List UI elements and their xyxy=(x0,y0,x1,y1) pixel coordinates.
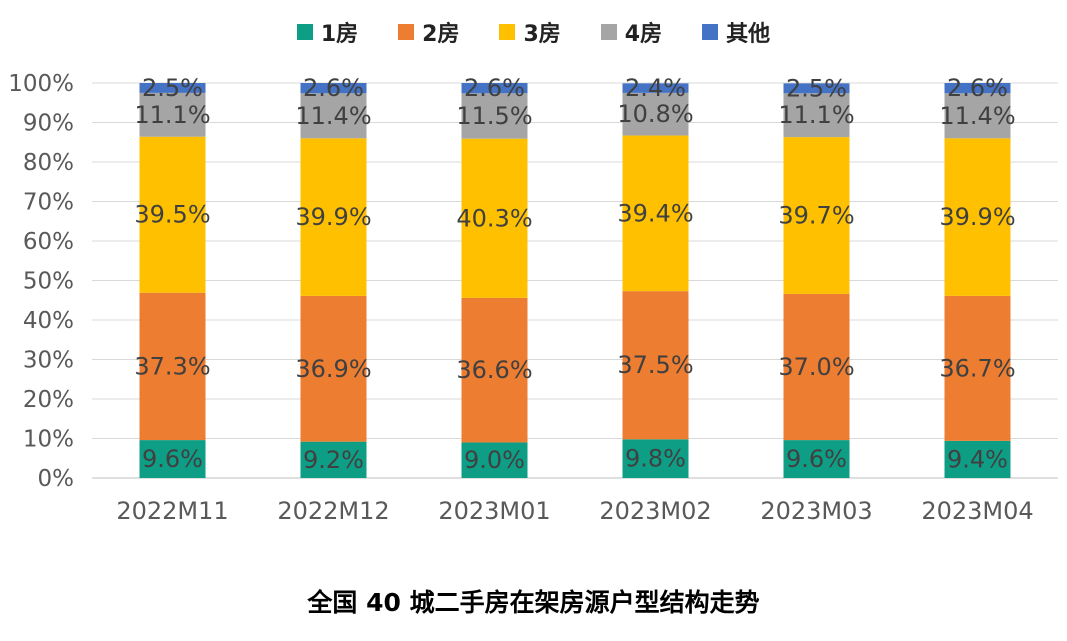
y-tick-label: 0% xyxy=(38,466,75,492)
bar-segment xyxy=(622,92,689,136)
bar-segment xyxy=(783,93,850,138)
bar-segment xyxy=(783,137,850,294)
bar-segment xyxy=(300,441,367,478)
bar-segment xyxy=(300,138,367,296)
legend-label: 1房 xyxy=(320,22,359,47)
bar-segment xyxy=(461,93,528,139)
bar-segment xyxy=(783,293,850,441)
data-label: 2.6% xyxy=(464,74,525,102)
data-label: 39.9% xyxy=(295,203,371,231)
y-tick-label: 70% xyxy=(23,190,74,216)
y-tick-label: 40% xyxy=(23,308,74,334)
y-tick-label: 10% xyxy=(23,427,74,453)
y-tick-label: 30% xyxy=(23,348,74,374)
x-tick-label: 2023M01 xyxy=(438,497,550,525)
bar-segment xyxy=(944,93,1011,139)
bar-segment xyxy=(622,439,689,478)
data-label: 9.8% xyxy=(625,445,686,473)
data-label: 11.4% xyxy=(295,102,371,130)
data-label: 36.9% xyxy=(295,355,371,383)
data-label: 10.8% xyxy=(617,100,693,128)
chart-legend: 1房 2房 3房 4房 其他 xyxy=(0,16,1067,48)
legend-item: 3房 xyxy=(499,16,561,48)
y-tick-label: 60% xyxy=(23,229,74,255)
bar-segment xyxy=(783,440,850,478)
bar-segment xyxy=(622,83,689,93)
data-label: 2.6% xyxy=(303,74,364,102)
bar-segment xyxy=(461,297,528,443)
bar-segment xyxy=(944,295,1011,441)
y-tick-label: 90% xyxy=(23,111,74,137)
data-label: 11.1% xyxy=(778,101,854,129)
data-label: 9.6% xyxy=(142,445,203,473)
bar-segment xyxy=(944,83,1011,94)
bar-segment xyxy=(300,295,367,442)
data-label: 39.5% xyxy=(134,201,210,229)
data-label: 9.4% xyxy=(947,445,1008,473)
bar-segment xyxy=(139,136,206,293)
x-tick-label: 2023M03 xyxy=(760,497,872,525)
y-tick-label: 100% xyxy=(8,71,74,97)
bar-segment xyxy=(139,292,206,441)
bar-segment xyxy=(300,93,367,139)
data-label: 9.6% xyxy=(786,445,847,473)
data-label: 36.6% xyxy=(456,356,532,384)
y-tick-label: 80% xyxy=(23,150,74,176)
legend-label: 3房 xyxy=(523,22,561,47)
bar-segment xyxy=(622,291,689,440)
data-label: 11.1% xyxy=(134,101,210,129)
legend-label: 其他 xyxy=(726,22,771,47)
legend-label: 2房 xyxy=(422,22,460,47)
bar-segment xyxy=(300,83,367,94)
legend-item: 4房 xyxy=(600,16,663,48)
data-label: 11.4% xyxy=(939,102,1015,130)
legend-swatch xyxy=(702,24,719,40)
data-label: 2.4% xyxy=(625,74,686,102)
data-label: 36.7% xyxy=(939,354,1015,382)
x-tick-label: 2022M11 xyxy=(116,497,228,525)
data-label: 39.7% xyxy=(778,202,854,230)
bar-segment xyxy=(461,442,528,478)
data-label: 11.5% xyxy=(456,102,532,130)
stacked-bar-chart: 0% 10% 20% 30% 40% 50% 60% 70% 80% 90% 100% 9.6% 37.… xyxy=(8,71,1058,525)
legend-swatch xyxy=(499,24,516,40)
data-label: 40.3% xyxy=(456,204,532,232)
bar-segment xyxy=(461,83,528,94)
bar-segment xyxy=(944,440,1011,478)
bar-segment xyxy=(461,138,528,298)
data-label: 2.5% xyxy=(786,74,847,102)
bar-segment xyxy=(944,138,1011,296)
data-label: 2.6% xyxy=(947,74,1008,102)
bar-segment xyxy=(139,83,206,93)
y-tick-label: 20% xyxy=(23,387,74,413)
x-tick-label: 2023M04 xyxy=(921,497,1033,525)
bar-segment xyxy=(622,135,689,292)
legend-item: 1房 xyxy=(296,16,359,48)
bar-segment xyxy=(783,83,850,94)
data-label: 37.0% xyxy=(778,353,854,381)
data-label: 39.4% xyxy=(617,199,693,227)
data-label: 9.0% xyxy=(464,446,525,474)
data-label: 39.9% xyxy=(939,203,1015,231)
y-tick-label: 50% xyxy=(23,269,74,295)
legend-swatch xyxy=(600,24,617,40)
legend-label: 4房 xyxy=(624,22,663,47)
data-label: 37.5% xyxy=(617,351,693,379)
bar-segment xyxy=(139,92,206,137)
data-label: 9.2% xyxy=(303,446,364,474)
legend-swatch xyxy=(296,24,313,40)
chart-title: 全国 40 城二手房在架房源户型结构走势 xyxy=(307,588,760,617)
bar-segment xyxy=(139,440,206,478)
data-label: 2.5% xyxy=(142,74,203,102)
data-label: 37.3% xyxy=(134,352,210,380)
x-tick-label: 2023M02 xyxy=(599,497,711,525)
legend-swatch xyxy=(398,24,415,40)
legend-item: 2房 xyxy=(398,16,459,48)
legend-item: 其他 xyxy=(702,16,770,48)
x-tick-label: 2022M12 xyxy=(277,497,389,525)
